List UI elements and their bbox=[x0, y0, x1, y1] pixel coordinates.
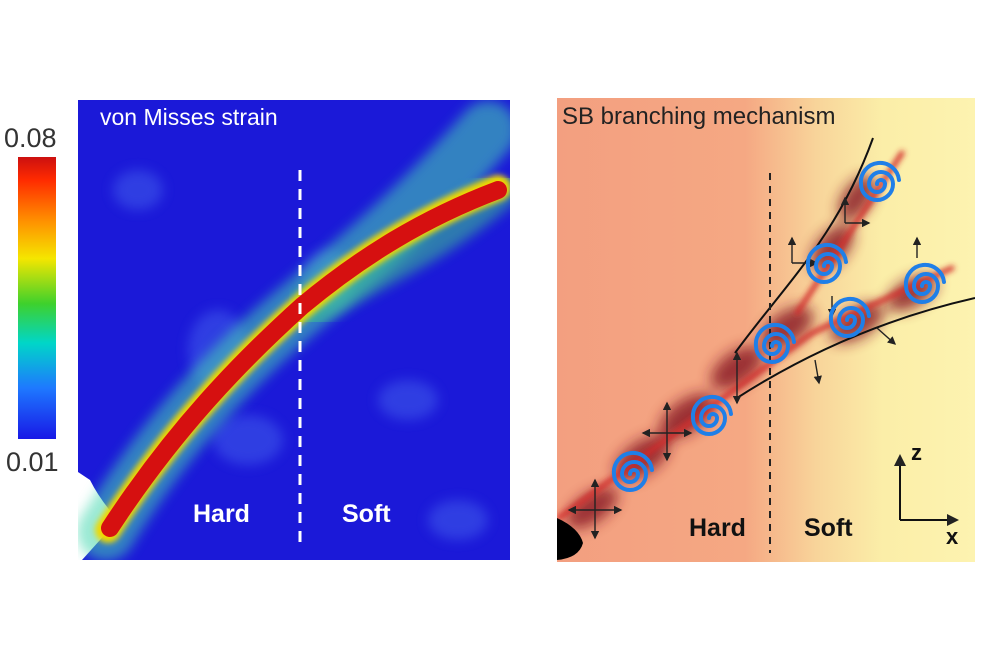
spiral bbox=[753, 322, 796, 364]
shear-band-core bbox=[101, 181, 507, 537]
strain-map-figure bbox=[78, 100, 510, 560]
strain-map-title: von Misses strain bbox=[100, 104, 278, 130]
axis-z-label: z bbox=[911, 440, 922, 465]
mechanism-figure bbox=[557, 98, 975, 562]
spiral bbox=[690, 394, 733, 436]
left-hard-label: Hard bbox=[193, 500, 250, 528]
stress-arrows bbox=[567, 196, 922, 540]
mechanism-panel bbox=[557, 98, 975, 562]
spiral bbox=[903, 262, 946, 304]
notch-black bbox=[557, 518, 583, 560]
spiral bbox=[805, 242, 848, 284]
spiral bbox=[828, 296, 871, 338]
mechanism-title: SB branching mechanism bbox=[562, 103, 836, 130]
right-hard-label: Hard bbox=[689, 514, 746, 542]
spiral bbox=[858, 160, 901, 202]
colorbar-max-label: 0.08 bbox=[4, 123, 57, 153]
left-soft-label: Soft bbox=[342, 500, 391, 528]
colorbar bbox=[18, 157, 56, 439]
colorbar-min-label: 0.01 bbox=[6, 447, 59, 477]
branch-curve-lower bbox=[736, 297, 975, 399]
spiral bbox=[611, 450, 654, 492]
axis-x-label: x bbox=[946, 524, 959, 549]
axes-indicator bbox=[894, 454, 959, 526]
band-glow bbox=[566, 175, 938, 529]
strain-map-panel bbox=[78, 100, 510, 560]
rotation-spirals bbox=[611, 160, 946, 492]
right-soft-label: Soft bbox=[804, 514, 853, 542]
